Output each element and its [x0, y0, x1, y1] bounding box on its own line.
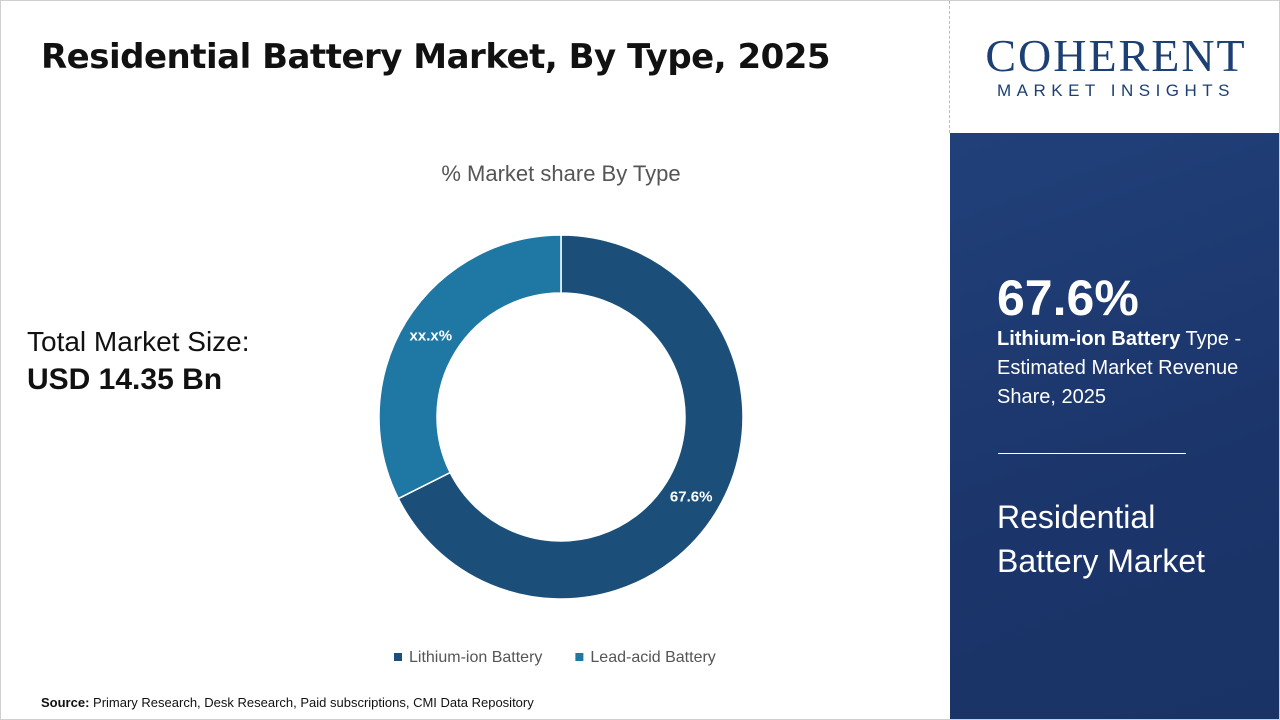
logo-tagline: MARKET INSIGHTS	[996, 81, 1236, 100]
logo: COHERENT MARKET INSIGHTS	[951, 1, 1279, 133]
source-text: Primary Research, Desk Research, Paid su…	[93, 695, 534, 710]
highlight-description: Type - Estimated Market Revenue Share, 2…	[997, 328, 1242, 408]
legend-swatch	[575, 653, 584, 661]
highlight-text: Lithium-ion Battery Type - Estimated Mar…	[997, 325, 1267, 412]
logo-name: COHERENT	[985, 30, 1247, 81]
highlight-value: 67.6%	[997, 270, 1139, 326]
chart-subtitle: % Market share By Type	[441, 161, 680, 186]
legend-label: Lead-acid Battery	[590, 649, 715, 666]
divider	[949, 1, 950, 133]
market-size-label: Total Market Size:	[27, 326, 250, 357]
highlight-market: Residential Battery Market	[997, 499, 1206, 579]
chart: % Market share By Type 67.6% xx.x% Lithium…	[378, 161, 744, 666]
chart-title: Residential Battery Market, By Type, 202…	[41, 37, 831, 77]
rule	[998, 453, 1186, 454]
data-label: 67.6%	[670, 488, 713, 505]
donut-slice	[397, 234, 744, 600]
source-label: Source:	[41, 695, 90, 710]
legend-label: Lithium-ion Battery	[409, 649, 542, 666]
data-label: xx.x%	[410, 328, 453, 345]
donut-slice	[378, 234, 562, 500]
legend-swatch	[394, 653, 402, 661]
market-size-value: USD 14.35 Bn	[27, 363, 223, 396]
highlight-segment: Lithium-ion Battery	[997, 328, 1181, 350]
highlight-panel: 67.6% Lithium-ion Battery Type - Estimat…	[950, 133, 1279, 719]
source: Source: Primary Research, Desk Research,…	[41, 695, 534, 710]
